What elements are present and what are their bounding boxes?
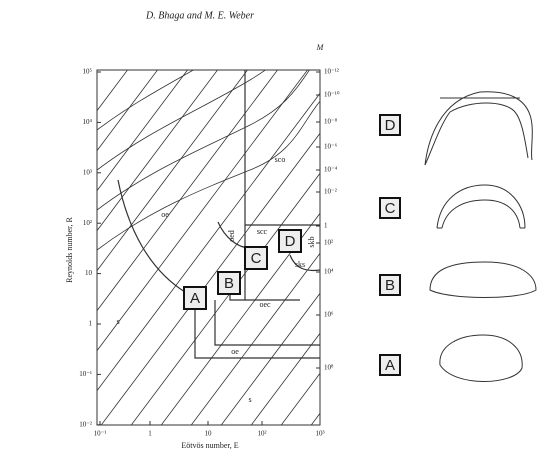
region-label: s <box>248 395 251 404</box>
m-line <box>0 40 180 440</box>
y-tick-label: 10³ <box>83 168 92 176</box>
x-tick-label: 1 <box>148 430 152 438</box>
x-tick-label: 10 <box>205 430 213 438</box>
marker-label: C <box>251 250 262 267</box>
y-tick-label: 10 <box>85 269 93 277</box>
region-label: sks <box>295 260 305 269</box>
m-tick-label: 10⁻¹² <box>324 68 339 76</box>
bubble-shape <box>440 335 522 382</box>
m-tick-label: 10⁻⁶ <box>324 143 338 151</box>
shape-label: C <box>385 200 396 217</box>
x-tick-label: 10² <box>257 430 266 438</box>
m-line <box>0 40 60 440</box>
region-label: oe <box>161 210 169 219</box>
y-tick-label: 1 <box>89 320 93 328</box>
shape-label: A <box>385 357 395 374</box>
region-label: oed <box>227 230 236 242</box>
region-label: sco <box>275 155 286 164</box>
y-tick-label: 10⁻² <box>79 420 92 428</box>
m-line <box>300 40 540 440</box>
bubble-shape <box>425 92 532 165</box>
m-line <box>0 40 150 440</box>
m-axis-label: M <box>316 43 325 52</box>
m-line <box>330 40 540 440</box>
m-line <box>360 40 540 440</box>
region-label: s <box>116 317 119 326</box>
m-tick-label: 10⁻⁸ <box>324 118 338 126</box>
m-line <box>0 40 30 440</box>
m-line <box>0 40 120 440</box>
y-tick-label: 10⁵ <box>83 68 93 76</box>
m-tick-label: 1 <box>324 222 328 230</box>
m-tick-label: 10⁶ <box>324 311 334 319</box>
y-tick-label: 10⁴ <box>83 118 93 126</box>
shape-label: D <box>385 117 396 134</box>
y-axis-label: Reynolds number, R <box>65 217 74 283</box>
figure: D. Bhaga and M. E. Weber Reynolds number… <box>0 0 540 459</box>
region-label: skb <box>307 236 316 247</box>
x-tick-label: 10⁻¹ <box>94 430 107 438</box>
regime-boundary <box>195 300 320 358</box>
y-tick-label: 10⁻¹ <box>79 370 92 378</box>
m-tick-label: 10⁻² <box>324 188 337 196</box>
bubble-shape <box>430 262 536 298</box>
regime-boundary <box>118 180 200 298</box>
shape-label: B <box>385 277 395 294</box>
m-tick-label: 10⁻⁴ <box>324 166 338 174</box>
m-line <box>0 40 90 440</box>
marker-label: A <box>190 290 200 307</box>
x-axis-label: Eötvös number, E <box>181 441 238 450</box>
marker-label: D <box>285 233 296 250</box>
region-label: scc <box>257 227 268 236</box>
m-tick-label: 10⁴ <box>324 268 334 276</box>
m-tick-label: 10² <box>324 239 333 247</box>
m-tick-label: 10⁸ <box>324 364 334 372</box>
marker-label: B <box>224 275 234 292</box>
y-tick-label: 10² <box>83 219 92 227</box>
header: D. Bhaga and M. E. Weber <box>145 10 254 21</box>
m-tick-label: 10⁻¹⁰ <box>324 91 340 99</box>
bubble-shape <box>437 185 525 228</box>
region-label: oec <box>259 300 271 309</box>
x-tick-label: 10³ <box>315 430 324 438</box>
region-label: oe <box>231 347 239 356</box>
